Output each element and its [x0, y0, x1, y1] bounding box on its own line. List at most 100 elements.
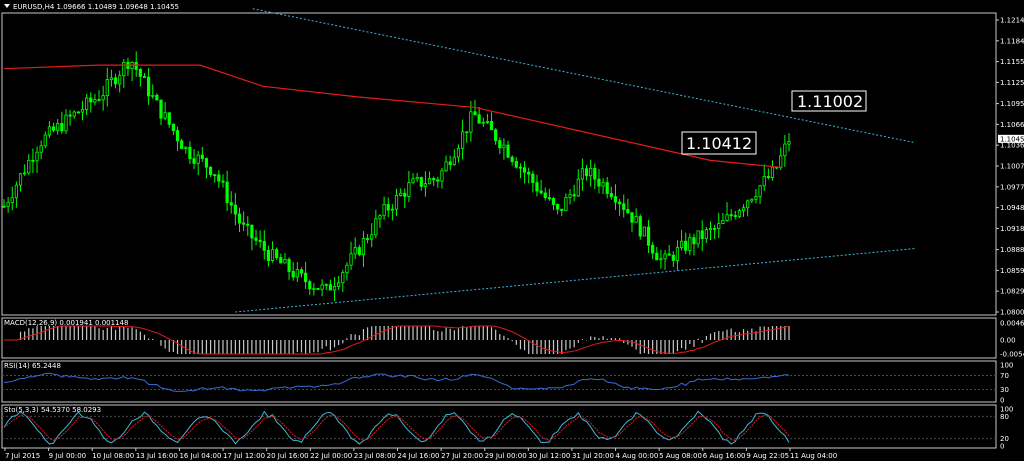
candle[interactable] — [171, 123, 175, 136]
candle[interactable] — [436, 176, 440, 188]
candle[interactable] — [584, 164, 589, 181]
candle[interactable] — [494, 128, 498, 145]
candle[interactable] — [365, 234, 370, 244]
candle[interactable] — [200, 146, 204, 162]
candle[interactable] — [465, 131, 469, 143]
candle[interactable] — [208, 166, 213, 177]
candle[interactable] — [2, 199, 6, 208]
candle[interactable] — [56, 118, 60, 135]
candle[interactable] — [708, 221, 713, 240]
candle[interactable] — [605, 176, 609, 199]
candle[interactable] — [97, 90, 101, 102]
candle[interactable] — [138, 67, 142, 87]
candle[interactable] — [43, 131, 47, 148]
candle[interactable] — [196, 150, 200, 176]
candle[interactable] — [766, 168, 770, 180]
candle[interactable] — [502, 138, 506, 160]
candle[interactable] — [275, 247, 279, 261]
price-panel[interactable]: 1.12140 1.11845 1.11550 1.11255 1.10955 1.106… — [1, 8, 1024, 317]
candle[interactable] — [597, 169, 601, 194]
candle[interactable] — [423, 171, 428, 197]
candle[interactable] — [469, 101, 473, 142]
candle[interactable] — [746, 199, 750, 217]
candle[interactable] — [246, 216, 250, 236]
candle[interactable] — [692, 233, 696, 256]
candle[interactable] — [229, 191, 233, 214]
candle[interactable] — [60, 111, 64, 134]
candle[interactable] — [527, 167, 531, 184]
candle[interactable] — [341, 269, 345, 293]
candle[interactable] — [750, 198, 754, 203]
candle[interactable] — [386, 197, 390, 218]
candle[interactable] — [295, 262, 299, 283]
candle[interactable] — [390, 204, 394, 221]
candle[interactable] — [242, 211, 246, 232]
candle[interactable] — [477, 107, 481, 124]
candle[interactable] — [299, 267, 304, 278]
candle[interactable] — [134, 51, 138, 77]
candle[interactable] — [23, 164, 27, 176]
candle[interactable] — [151, 84, 155, 99]
candle[interactable] — [18, 172, 23, 192]
candle[interactable] — [510, 155, 514, 166]
candle[interactable] — [159, 99, 163, 125]
candle[interactable] — [448, 155, 452, 171]
candle[interactable] — [304, 261, 308, 289]
candle[interactable] — [518, 163, 523, 179]
candle[interactable] — [568, 189, 572, 205]
candle[interactable] — [374, 209, 378, 239]
candle[interactable] — [721, 212, 725, 225]
candle[interactable] — [337, 275, 341, 290]
candle[interactable] — [741, 204, 746, 217]
candle[interactable] — [328, 279, 332, 291]
candle[interactable] — [762, 164, 766, 191]
candle[interactable] — [308, 279, 312, 296]
candle[interactable] — [634, 208, 638, 223]
candle[interactable] — [225, 170, 229, 212]
candle[interactable] — [754, 188, 758, 204]
candle[interactable] — [696, 230, 700, 248]
candle[interactable] — [667, 245, 671, 256]
candle[interactable] — [547, 188, 551, 201]
candle[interactable] — [258, 230, 262, 248]
candle[interactable] — [394, 188, 399, 216]
candle[interactable] — [498, 137, 502, 155]
candle[interactable] — [560, 208, 564, 217]
candle[interactable] — [564, 193, 568, 211]
candle[interactable] — [419, 176, 423, 191]
candle[interactable] — [551, 197, 556, 211]
candle[interactable] — [27, 154, 31, 176]
candle[interactable] — [312, 283, 316, 296]
candle[interactable] — [188, 141, 192, 164]
candle[interactable] — [717, 212, 721, 239]
candle[interactable] — [254, 229, 258, 246]
candle[interactable] — [192, 149, 196, 170]
candle[interactable] — [535, 174, 539, 197]
candle[interactable] — [217, 170, 221, 188]
candle[interactable] — [609, 186, 613, 200]
candle[interactable] — [320, 279, 324, 297]
candle[interactable] — [539, 179, 543, 195]
candle[interactable] — [663, 250, 667, 270]
candle[interactable] — [213, 174, 217, 183]
candle[interactable] — [68, 109, 72, 126]
candle[interactable] — [80, 100, 85, 121]
candle[interactable] — [349, 241, 353, 271]
candle[interactable] — [399, 188, 403, 197]
candle[interactable] — [452, 149, 456, 166]
candle[interactable] — [651, 242, 655, 260]
candle[interactable] — [361, 231, 366, 267]
candle[interactable] — [118, 70, 122, 93]
candle[interactable] — [725, 202, 729, 222]
candle[interactable] — [6, 197, 10, 213]
candle[interactable] — [64, 109, 68, 134]
candle[interactable] — [700, 220, 704, 252]
candle[interactable] — [47, 121, 52, 138]
candle[interactable] — [353, 237, 357, 260]
rsi-panel[interactable]: 100 70 30 0 — [1, 360, 1013, 405]
candle[interactable] — [461, 119, 465, 160]
candle[interactable] — [184, 146, 188, 154]
candle[interactable] — [370, 223, 374, 248]
candle[interactable] — [679, 229, 684, 251]
